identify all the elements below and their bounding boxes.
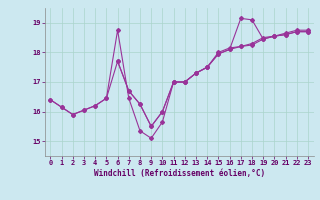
X-axis label: Windchill (Refroidissement éolien,°C): Windchill (Refroidissement éolien,°C)	[94, 169, 265, 178]
